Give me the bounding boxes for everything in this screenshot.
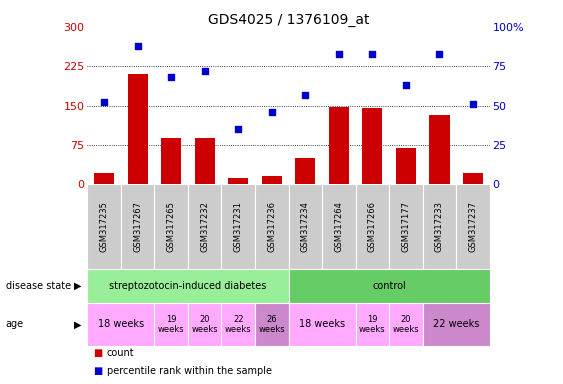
Text: ■: ■ — [93, 348, 102, 358]
Text: GSM317234: GSM317234 — [301, 201, 310, 252]
Text: GSM317177: GSM317177 — [401, 201, 410, 252]
Text: 26
weeks: 26 weeks — [258, 315, 285, 334]
Bar — [221, 184, 255, 269]
Text: GSM317237: GSM317237 — [468, 201, 477, 252]
Bar — [128, 74, 148, 184]
Bar — [363, 108, 382, 184]
Bar — [389, 184, 423, 269]
Point — [468, 101, 477, 107]
Text: 19
weeks: 19 weeks — [158, 315, 185, 334]
Text: streptozotocin-induced diabetes: streptozotocin-induced diabetes — [109, 281, 267, 291]
Bar — [289, 269, 490, 303]
Text: ▶: ▶ — [74, 319, 82, 329]
Bar — [87, 269, 289, 303]
Bar — [94, 173, 114, 184]
Bar — [463, 173, 483, 184]
Text: 19
weeks: 19 weeks — [359, 315, 386, 334]
Text: ■: ■ — [93, 366, 102, 376]
Text: disease state: disease state — [6, 281, 71, 291]
Bar — [195, 138, 215, 184]
Text: 22 weeks: 22 weeks — [433, 319, 480, 329]
Bar — [228, 178, 248, 184]
Bar — [188, 303, 221, 346]
Text: 18 weeks: 18 weeks — [299, 319, 345, 329]
Point — [301, 91, 310, 98]
Point — [435, 51, 444, 57]
Text: GSM317232: GSM317232 — [200, 201, 209, 252]
Text: GSM317264: GSM317264 — [334, 201, 343, 252]
Bar — [356, 184, 389, 269]
Bar — [456, 184, 490, 269]
Bar — [121, 184, 154, 269]
Text: GSM317233: GSM317233 — [435, 201, 444, 252]
Bar — [154, 184, 188, 269]
Text: percentile rank within the sample: percentile rank within the sample — [107, 366, 272, 376]
Text: GSM317265: GSM317265 — [167, 201, 176, 252]
Bar — [423, 184, 456, 269]
Text: count: count — [107, 348, 135, 358]
Text: 20
weeks: 20 weeks — [392, 315, 419, 334]
Text: GSM317267: GSM317267 — [133, 201, 142, 252]
Bar — [87, 303, 154, 346]
Point — [167, 74, 176, 80]
Bar — [430, 115, 449, 184]
Point — [100, 99, 109, 106]
Bar — [188, 184, 221, 269]
Text: GSM317231: GSM317231 — [234, 201, 243, 252]
Bar — [255, 303, 289, 346]
Text: 18 weeks: 18 weeks — [98, 319, 144, 329]
Bar — [161, 138, 181, 184]
Bar — [389, 303, 423, 346]
Text: age: age — [6, 319, 24, 329]
Bar — [356, 303, 389, 346]
Bar — [154, 303, 188, 346]
Text: GSM317266: GSM317266 — [368, 201, 377, 252]
Bar — [221, 303, 255, 346]
Bar — [289, 184, 322, 269]
Bar — [329, 107, 349, 184]
Text: ▶: ▶ — [74, 281, 82, 291]
Text: GDS4025 / 1376109_at: GDS4025 / 1376109_at — [208, 13, 369, 27]
Point — [234, 126, 243, 132]
Point — [334, 51, 343, 57]
Bar — [322, 184, 356, 269]
Point — [368, 51, 377, 57]
Bar — [396, 147, 416, 184]
Bar — [289, 303, 356, 346]
Bar — [295, 158, 315, 184]
Point — [133, 43, 142, 49]
Bar — [87, 184, 121, 269]
Text: GSM317235: GSM317235 — [100, 201, 109, 252]
Text: 20
weeks: 20 weeks — [191, 315, 218, 334]
Text: GSM317236: GSM317236 — [267, 201, 276, 252]
Bar — [255, 184, 289, 269]
Bar — [262, 177, 282, 184]
Text: control: control — [372, 281, 406, 291]
Point — [267, 109, 276, 115]
Point — [401, 82, 410, 88]
Text: 22
weeks: 22 weeks — [225, 315, 252, 334]
Bar — [423, 303, 490, 346]
Point — [200, 68, 209, 74]
